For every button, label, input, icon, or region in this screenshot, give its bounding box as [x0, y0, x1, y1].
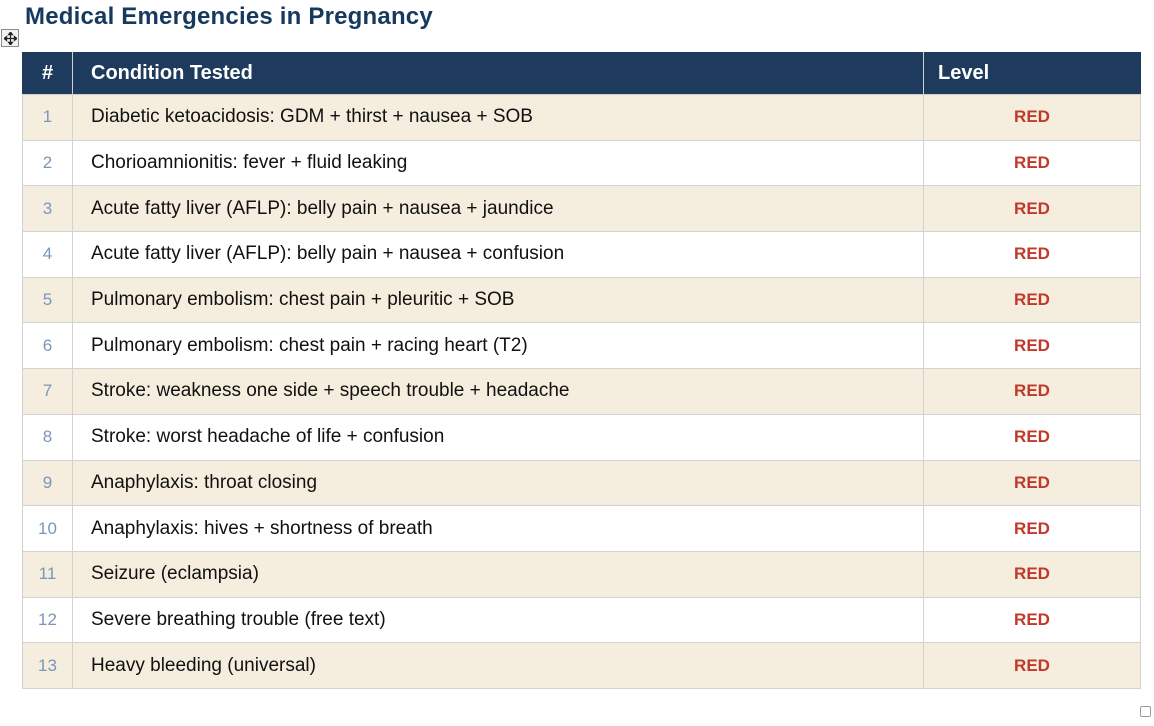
- table-header: # Condition Tested Level: [22, 52, 1141, 95]
- row-number-cell[interactable]: 4: [22, 231, 73, 278]
- condition-cell[interactable]: Anaphylaxis: throat closing: [72, 459, 924, 507]
- level-cell[interactable]: RED: [923, 550, 1141, 598]
- conditions-table: # Condition Tested Level 1 Diabetic keto…: [22, 52, 1141, 689]
- level-cell[interactable]: RED: [923, 322, 1141, 370]
- condition-cell[interactable]: Diabetic ketoacidosis: GDM + thirst + na…: [72, 94, 924, 141]
- table-row: 3 Acute fatty liver (AFLP): belly pain +…: [22, 185, 1141, 233]
- move-icon: [3, 31, 17, 45]
- row-number-cell[interactable]: 11: [22, 550, 73, 598]
- row-number-cell[interactable]: 13: [22, 642, 73, 689]
- condition-cell[interactable]: Chorioamnionitis: fever + fluid leaking: [72, 139, 924, 187]
- level-cell[interactable]: RED: [923, 368, 1141, 415]
- row-number-cell[interactable]: 1: [22, 94, 73, 141]
- table-row: 2 Chorioamnionitis: fever + fluid leakin…: [22, 139, 1141, 187]
- level-cell[interactable]: RED: [923, 596, 1141, 644]
- row-number-cell[interactable]: 5: [22, 276, 73, 324]
- row-number-cell[interactable]: 2: [22, 139, 73, 187]
- level-cell[interactable]: RED: [923, 231, 1141, 278]
- table-body: 1 Diabetic ketoacidosis: GDM + thirst + …: [22, 94, 1141, 689]
- table-row: 1 Diabetic ketoacidosis: GDM + thirst + …: [22, 94, 1141, 141]
- table-row: 13 Heavy bleeding (universal) RED: [22, 642, 1141, 689]
- level-cell[interactable]: RED: [923, 642, 1141, 689]
- table-row: 8 Stroke: worst headache of life + confu…: [22, 413, 1141, 461]
- condition-cell[interactable]: Pulmonary embolism: chest pain + pleurit…: [72, 276, 924, 324]
- page-title: Medical Emergencies in Pregnancy: [25, 3, 433, 30]
- level-cell[interactable]: RED: [923, 413, 1141, 461]
- row-number-cell[interactable]: 9: [22, 459, 73, 507]
- row-number-cell[interactable]: 7: [22, 368, 73, 415]
- header-cell-level[interactable]: Level: [923, 52, 1141, 95]
- header-cell-condition[interactable]: Condition Tested: [72, 52, 924, 95]
- row-number-cell[interactable]: 6: [22, 322, 73, 370]
- condition-cell[interactable]: Pulmonary embolism: chest pain + racing …: [72, 322, 924, 370]
- level-cell[interactable]: RED: [923, 459, 1141, 507]
- level-cell[interactable]: RED: [923, 276, 1141, 324]
- table-row: 5 Pulmonary embolism: chest pain + pleur…: [22, 276, 1141, 324]
- table-row: 4 Acute fatty liver (AFLP): belly pain +…: [22, 231, 1141, 278]
- condition-cell[interactable]: Stroke: worst headache of life + confusi…: [72, 413, 924, 461]
- condition-cell[interactable]: Acute fatty liver (AFLP): belly pain + n…: [72, 185, 924, 233]
- level-cell[interactable]: RED: [923, 139, 1141, 187]
- row-number-cell[interactable]: 12: [22, 596, 73, 644]
- header-row: # Condition Tested Level: [22, 52, 1141, 95]
- level-cell[interactable]: RED: [923, 505, 1141, 552]
- table-row: 6 Pulmonary embolism: chest pain + racin…: [22, 322, 1141, 370]
- condition-cell[interactable]: Stroke: weakness one side + speech troub…: [72, 368, 924, 415]
- row-number-cell[interactable]: 8: [22, 413, 73, 461]
- table-row: 9 Anaphylaxis: throat closing RED: [22, 459, 1141, 507]
- condition-cell[interactable]: Acute fatty liver (AFLP): belly pain + n…: [72, 231, 924, 278]
- resize-handle-icon[interactable]: [1140, 706, 1151, 717]
- row-number-cell[interactable]: 10: [22, 505, 73, 552]
- header-cell-number[interactable]: #: [22, 52, 73, 95]
- table-row: 7 Stroke: weakness one side + speech tro…: [22, 368, 1141, 415]
- move-handle[interactable]: [1, 29, 19, 47]
- row-number-cell[interactable]: 3: [22, 185, 73, 233]
- table-row: 12 Severe breathing trouble (free text) …: [22, 596, 1141, 644]
- condition-cell[interactable]: Anaphylaxis: hives + shortness of breath: [72, 505, 924, 552]
- level-cell[interactable]: RED: [923, 94, 1141, 141]
- table-row: 11 Seizure (eclampsia) RED: [22, 550, 1141, 598]
- level-cell[interactable]: RED: [923, 185, 1141, 233]
- table-row: 10 Anaphylaxis: hives + shortness of bre…: [22, 505, 1141, 552]
- condition-cell[interactable]: Seizure (eclampsia): [72, 550, 924, 598]
- condition-cell[interactable]: Severe breathing trouble (free text): [72, 596, 924, 644]
- condition-cell[interactable]: Heavy bleeding (universal): [72, 642, 924, 689]
